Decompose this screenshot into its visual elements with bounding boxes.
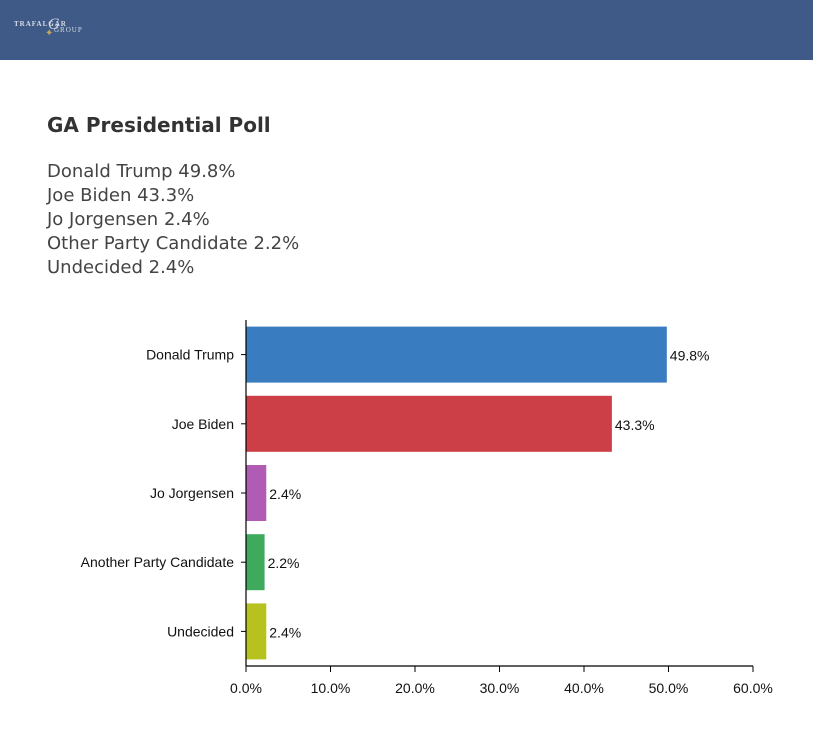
x-tick-label: 30.0% bbox=[480, 680, 520, 696]
header-bar: G TRAFALGAR ✦ GROUP bbox=[0, 0, 813, 60]
logo-star-icon: ✦ bbox=[45, 28, 54, 39]
bar bbox=[246, 534, 265, 591]
bar bbox=[246, 465, 267, 521]
data-label: 2.4% bbox=[269, 624, 301, 640]
trafalgar-group-logo[interactable]: G TRAFALGAR ✦ GROUP bbox=[14, 16, 94, 44]
x-tick-label: 20.0% bbox=[395, 680, 435, 696]
bar bbox=[246, 326, 667, 383]
result-item: Jo Jorgensen 2.4% bbox=[47, 209, 210, 230]
result-item: Undecided 2.4% bbox=[47, 257, 195, 278]
logo-text-bottom: GROUP bbox=[54, 26, 83, 34]
y-tick-label: Jo Jorgensen bbox=[150, 485, 234, 501]
data-label: 2.2% bbox=[268, 555, 300, 571]
data-label: 43.3% bbox=[615, 417, 655, 433]
result-item: Donald Trump 49.8% bbox=[47, 161, 236, 182]
poll-bar-chart: Donald Trump 49.8% Joe Biden 43.3% Jo Jorgen… bbox=[81, 320, 773, 696]
bar bbox=[246, 603, 267, 660]
x-tick-label: 50.0% bbox=[649, 680, 689, 696]
result-item: Other Party Candidate 2.2% bbox=[47, 233, 300, 254]
y-tick-label: Undecided bbox=[167, 623, 234, 639]
x-tick-label: 60.0% bbox=[733, 680, 773, 696]
y-tick-label: Another Party Candidate bbox=[81, 554, 235, 570]
x-tick-label: 0.0% bbox=[230, 680, 262, 696]
x-tick-label: 10.0% bbox=[311, 680, 351, 696]
page-title: GA Presidential Poll bbox=[47, 113, 271, 137]
logo-text-top: TRAFALGAR bbox=[14, 20, 67, 28]
results-list: Donald Trump 49.8% Joe Biden 43.3% Jo Jo… bbox=[47, 160, 299, 280]
x-tick-label: 40.0% bbox=[564, 680, 604, 696]
y-tick-label: Joe Biden bbox=[172, 416, 234, 432]
y-tick-label: Donald Trump bbox=[146, 347, 234, 363]
bar bbox=[246, 395, 612, 452]
result-item: Joe Biden 43.3% bbox=[47, 185, 195, 206]
data-label: 49.8% bbox=[670, 348, 710, 364]
data-label: 2.4% bbox=[269, 486, 301, 502]
logo-swash: G bbox=[48, 16, 60, 33]
